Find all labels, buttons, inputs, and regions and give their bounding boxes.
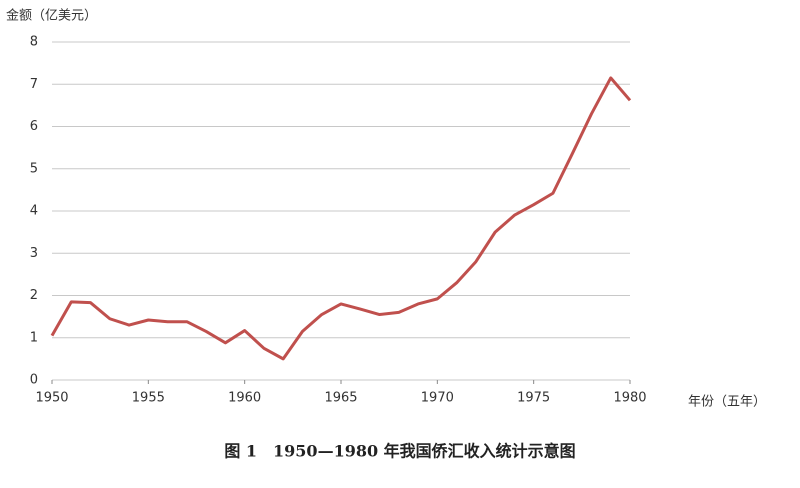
caption: 图 1 1950—1980 年我国侨汇收入统计示意图	[224, 442, 575, 461]
data-line	[50, 76, 632, 361]
y-tick-label: 7	[30, 77, 38, 92]
x-tick-label: 1955	[132, 391, 165, 406]
x-tick-label: 1950	[35, 391, 68, 406]
x-axis-label: 年份（五年）	[688, 395, 766, 410]
y-tick-label: 5	[30, 161, 38, 176]
x-tick-label: 1970	[421, 391, 454, 406]
x-tick-label: 1960	[228, 391, 261, 406]
x-tick-label: 1980	[613, 391, 646, 406]
y-tick-label: 6	[30, 119, 38, 134]
y-axis-label: 金额（亿美元）	[6, 8, 97, 24]
x-tick-label: 1975	[517, 391, 550, 406]
y-tick-label: 8	[30, 35, 38, 50]
y-tick-label: 3	[30, 246, 38, 261]
x-tick-label: 1965	[324, 391, 357, 406]
y-tick-label: 4	[30, 204, 38, 219]
y-tick-label: 0	[30, 373, 38, 388]
y-tick-label: 1	[30, 330, 38, 345]
y-tick-label: 2	[30, 288, 38, 303]
